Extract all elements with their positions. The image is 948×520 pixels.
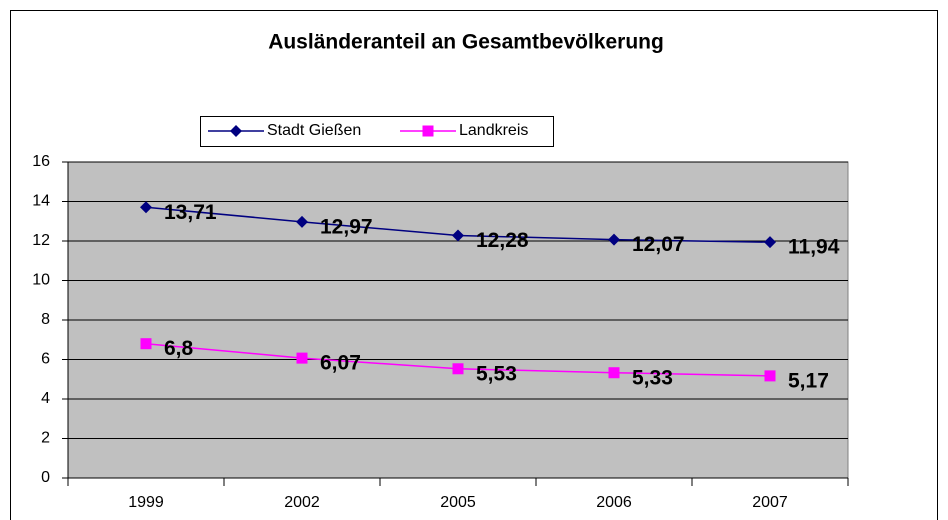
data-point — [764, 370, 776, 382]
legend-label: Landkreis — [459, 122, 528, 139]
x-tick-label: 2007 — [752, 494, 788, 511]
y-tick-label: 8 — [41, 311, 50, 328]
data-label: 6,07 — [320, 352, 361, 375]
y-tick-label: 12 — [32, 232, 50, 249]
data-point — [452, 363, 464, 375]
x-tick-label: 1999 — [128, 494, 164, 511]
data-point — [608, 233, 620, 246]
data-label: 12,07 — [632, 233, 685, 256]
data-point — [764, 236, 776, 249]
x-tick-label: 2005 — [440, 494, 476, 511]
x-tick-label: 2002 — [284, 494, 320, 511]
data-label: 5,17 — [788, 369, 829, 392]
data-label: 11,94 — [788, 236, 840, 259]
data-label: 13,71 — [164, 201, 217, 224]
data-point — [296, 215, 308, 228]
data-point — [140, 338, 152, 350]
data-point — [140, 201, 152, 214]
y-tick-label: 6 — [41, 351, 50, 368]
y-tick-label: 14 — [32, 193, 50, 210]
legend-label: Stadt Gießen — [267, 122, 361, 139]
data-label: 6,8 — [164, 337, 194, 360]
data-label: 5,33 — [632, 366, 673, 389]
y-tick-label: 10 — [32, 272, 50, 289]
data-point — [608, 367, 620, 379]
data-point — [296, 352, 308, 364]
data-label: 12,28 — [476, 229, 529, 252]
y-tick-label: 2 — [41, 430, 50, 447]
legend-marker — [230, 125, 242, 137]
y-tick-label: 0 — [41, 469, 50, 486]
y-tick-label: 4 — [41, 390, 50, 407]
legend-marker — [422, 125, 434, 137]
data-point — [452, 229, 464, 242]
data-label: 12,97 — [320, 215, 373, 238]
chart-title: Ausländeranteil an Gesamtbevölkerung — [268, 31, 664, 54]
y-tick-label: 16 — [32, 153, 50, 170]
data-label: 5,53 — [476, 362, 517, 385]
x-tick-label: 2006 — [596, 494, 632, 511]
